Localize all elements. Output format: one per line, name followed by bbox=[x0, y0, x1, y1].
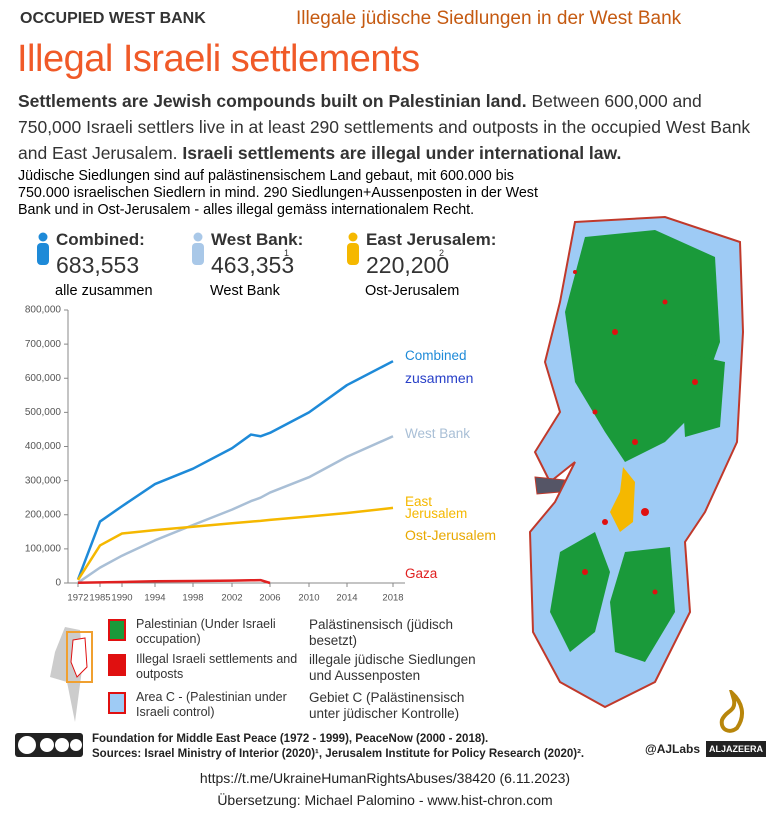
chart: 0 100,000 200,000 300,000 400,000 500,000 600,… bbox=[25, 305, 405, 604]
legend-swatch bbox=[108, 619, 126, 641]
stat-value: 463,353 bbox=[211, 252, 295, 278]
x-tick-label: 1972 bbox=[67, 593, 88, 604]
series-translation: zusammen bbox=[405, 370, 474, 386]
brand-logo bbox=[719, 690, 745, 733]
lead: Settlements are Jewish compounds built o… bbox=[18, 88, 758, 166]
x-tick-label: 2006 bbox=[259, 593, 280, 604]
stat-label: West Bank: bbox=[211, 230, 304, 249]
y-tick-label: 0 bbox=[55, 578, 61, 589]
person-icon bbox=[192, 232, 204, 265]
series-label: East Jerusalem bbox=[405, 494, 468, 521]
map bbox=[528, 215, 745, 709]
source-line: Sources: Israel Ministry of Interior (20… bbox=[92, 748, 585, 760]
lead-text: Between 600,000 and 750,000 Israeli sett… bbox=[18, 91, 751, 163]
legend-translation: Palästinensisch (jüdisch besetzt) bbox=[309, 617, 454, 648]
translation-title: Illegale jüdische Siedlungen in der West… bbox=[296, 8, 682, 29]
person-icon bbox=[37, 232, 49, 265]
series-line bbox=[77, 578, 271, 585]
legend-swatch bbox=[108, 692, 126, 714]
series-translation: Ost-Jerusalem bbox=[405, 527, 497, 543]
x-tick-label: 1994 bbox=[144, 593, 165, 604]
handle: @AJLabs bbox=[645, 742, 701, 756]
kicker: OCCUPIED WEST BANK bbox=[20, 10, 206, 27]
series-line bbox=[77, 435, 394, 584]
stat-value: 220,200 bbox=[366, 252, 450, 278]
stat-note: 2 bbox=[439, 248, 445, 258]
series-line bbox=[76, 360, 394, 581]
lead-bold: Settlements are Jewish compounds built o… bbox=[18, 91, 527, 111]
y-tick-label: 200,000 bbox=[25, 509, 62, 520]
icon-head bbox=[348, 232, 358, 242]
brand: ALJAZEERA bbox=[706, 741, 767, 757]
x-tick-label: 2010 bbox=[298, 593, 319, 604]
icon-body bbox=[192, 243, 204, 265]
stat-note: 1 bbox=[284, 248, 290, 258]
x-tick-label: 1998 bbox=[182, 593, 203, 604]
x-tick-label: 2018 bbox=[382, 593, 403, 604]
icon-head bbox=[193, 232, 203, 242]
series-label: Gaza bbox=[405, 566, 438, 581]
y-tick-label: 100,000 bbox=[25, 544, 62, 555]
stat-value: 683,553 bbox=[56, 252, 140, 278]
stat-label: Combined: bbox=[56, 230, 145, 249]
series-label: West Bank bbox=[405, 426, 471, 441]
legend-translation: Gebiet C (Palästinensisch unter jüdische… bbox=[309, 690, 465, 721]
icon-head bbox=[38, 232, 48, 242]
x-tick-label: 1985 bbox=[89, 593, 110, 604]
y-tick-label: 600,000 bbox=[25, 373, 62, 384]
stat-label: East Jerusalem: bbox=[366, 230, 497, 249]
icon-body bbox=[37, 243, 49, 265]
cc-license-icon bbox=[15, 733, 83, 757]
legend-label: Area C - (Palestinian under Israeli cont… bbox=[136, 690, 287, 719]
legend-swatch bbox=[108, 654, 126, 676]
y-tick-label: 500,000 bbox=[25, 407, 62, 418]
locator-map bbox=[50, 627, 93, 722]
source-line: Foundation for Middle East Peace (1972 -… bbox=[92, 733, 489, 745]
stat-translation: Ost-Jerusalem bbox=[365, 283, 460, 299]
title: Illegal Israeli settlements bbox=[17, 38, 420, 80]
legend-translation: illegale jüdische Siedlungen und Aussenp… bbox=[309, 652, 476, 683]
url: https://t.me/UkraineHumanRightsAbuses/38… bbox=[199, 770, 571, 786]
y-tick-label: 400,000 bbox=[25, 441, 62, 452]
series-label: Combined bbox=[405, 348, 467, 363]
y-tick-label: 300,000 bbox=[25, 475, 62, 486]
translator: Übersetzung: Michael Palomino - www.hist… bbox=[217, 792, 553, 808]
legend-label: Illegal Israeli settlements and outposts bbox=[136, 652, 298, 681]
stat-translation: alle zusammen bbox=[55, 283, 153, 299]
lead-bold: Israeli settlements are illegal under in… bbox=[182, 143, 622, 163]
y-tick-label: 700,000 bbox=[25, 339, 62, 350]
series-line bbox=[76, 506, 394, 581]
translation-lead: Jüdische Siedlungen sind auf palästinens… bbox=[18, 168, 538, 218]
icon-body bbox=[347, 243, 359, 265]
x-tick-label: 1990 bbox=[111, 593, 132, 604]
person-icon bbox=[347, 232, 359, 265]
stat-translation: West Bank bbox=[210, 283, 280, 299]
sources: Foundation for Middle East Peace (1972 -… bbox=[92, 732, 584, 762]
x-tick-label: 2002 bbox=[221, 593, 242, 604]
y-tick-label: 800,000 bbox=[25, 305, 62, 316]
x-tick-label: 2014 bbox=[336, 593, 357, 604]
legend-label: Palestinian (Under Israeli occupation) bbox=[136, 617, 276, 646]
